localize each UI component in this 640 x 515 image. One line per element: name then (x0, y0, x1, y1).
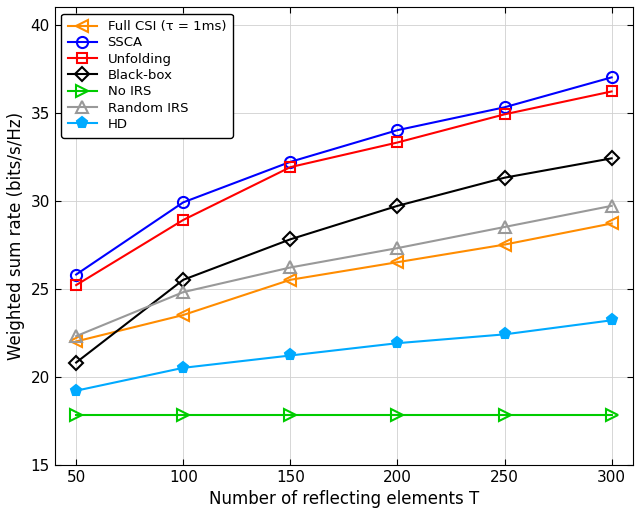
Y-axis label: Weighted sum rate (bits/s/Hz): Weighted sum rate (bits/s/Hz) (7, 112, 25, 360)
No IRS (394, 413, 401, 419)
HD (179, 365, 187, 371)
Full CSI (τ = 1ms) (608, 220, 616, 227)
Black-box (608, 155, 616, 161)
Full CSI (τ = 1ms) (394, 259, 401, 265)
Unfolding (608, 89, 616, 95)
Line: SSCA: SSCA (70, 72, 617, 280)
Black-box (500, 175, 508, 181)
Legend: Full CSI (τ = 1ms), SSCA, Unfolding, Black-box, No IRS, Random IRS, HD: Full CSI (τ = 1ms), SSCA, Unfolding, Bla… (61, 13, 232, 138)
Line: Black-box: Black-box (71, 153, 616, 367)
Black-box (394, 203, 401, 209)
Random IRS (179, 289, 187, 295)
Random IRS (500, 224, 508, 230)
Line: Random IRS: Random IRS (70, 200, 617, 341)
Full CSI (τ = 1ms) (72, 338, 80, 345)
SSCA (500, 104, 508, 110)
Full CSI (τ = 1ms) (179, 312, 187, 318)
Random IRS (394, 245, 401, 251)
Line: Full CSI (τ = 1ms): Full CSI (τ = 1ms) (70, 218, 617, 347)
Random IRS (72, 333, 80, 339)
SSCA (287, 159, 294, 165)
Random IRS (608, 203, 616, 209)
Unfolding (394, 140, 401, 146)
Line: Unfolding: Unfolding (71, 87, 616, 290)
Full CSI (τ = 1ms) (500, 242, 508, 248)
HD (608, 317, 616, 323)
SSCA (179, 199, 187, 205)
Black-box (179, 277, 187, 283)
SSCA (394, 127, 401, 133)
No IRS (500, 413, 508, 419)
Line: HD: HD (70, 315, 617, 396)
No IRS (72, 413, 80, 419)
HD (394, 340, 401, 346)
Random IRS (287, 264, 294, 270)
Unfolding (72, 282, 80, 288)
Unfolding (500, 111, 508, 117)
No IRS (179, 413, 187, 419)
HD (72, 388, 80, 394)
X-axis label: Number of reflecting elements T: Number of reflecting elements T (209, 490, 479, 508)
HD (287, 352, 294, 358)
Unfolding (179, 217, 187, 223)
SSCA (608, 74, 616, 80)
Black-box (287, 236, 294, 243)
Full CSI (τ = 1ms) (287, 277, 294, 283)
No IRS (608, 413, 616, 419)
Unfolding (287, 164, 294, 170)
SSCA (72, 271, 80, 278)
HD (500, 331, 508, 337)
No IRS (287, 413, 294, 419)
Black-box (72, 359, 80, 366)
Line: No IRS: No IRS (70, 410, 617, 421)
